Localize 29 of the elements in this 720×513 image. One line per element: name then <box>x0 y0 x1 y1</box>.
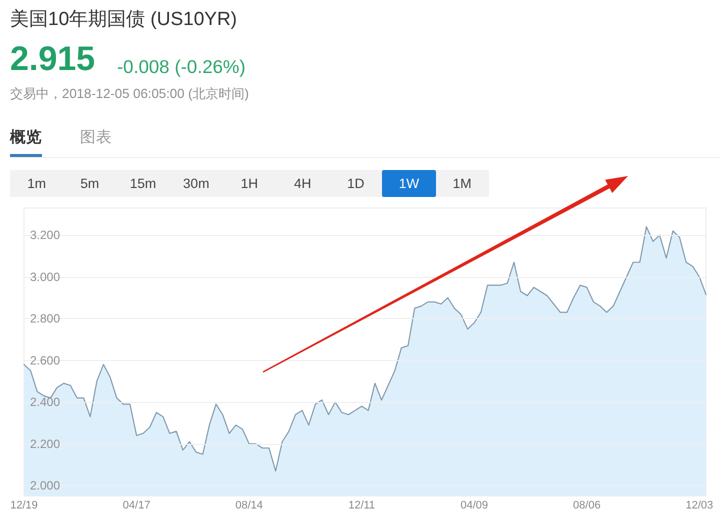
y-tick-label: 2.200 <box>30 436 60 451</box>
button-label: 1m <box>27 176 46 192</box>
y-tick-label: 2.600 <box>30 353 60 368</box>
x-tick-label: 04/17 <box>122 500 150 512</box>
x-tick-label: 08/14 <box>235 500 263 512</box>
y-tick-label: 2.400 <box>30 395 60 410</box>
text: 概览 <box>10 129 42 146</box>
chart-title: 美国10年期国债 (US10YR) <box>10 9 237 30</box>
y-tick-label: 3.000 <box>30 270 60 284</box>
text: -0.008 (-0.26%) <box>117 56 246 77</box>
chart-subtitle: 交易中，2018-12-05 06:05:00 (北京时间) <box>10 86 249 101</box>
x-tick-label: 08/06 <box>573 500 601 512</box>
button-label: 1H <box>240 176 258 192</box>
button-label: 1W <box>398 176 420 192</box>
button-label: 1D <box>347 176 364 192</box>
x-tick-label: 12/11 <box>348 500 376 512</box>
button-label: 15m <box>130 176 156 192</box>
text: 2.915 <box>10 40 96 78</box>
x-tick-label: 04/09 <box>460 500 488 512</box>
button-label: 30m <box>183 176 210 192</box>
y-tick-label: 2.800 <box>30 312 60 326</box>
button-label: 4H <box>294 176 312 192</box>
button-label: 5m <box>80 176 100 192</box>
text: 图表 <box>80 129 112 146</box>
y-tick-label: 2.000 <box>30 478 60 493</box>
x-tick-label: 12/03 <box>686 500 714 512</box>
button-label: 1M <box>452 176 472 192</box>
x-tick-label: 12/19 <box>10 500 38 512</box>
y-tick-label: 3.200 <box>30 228 60 242</box>
